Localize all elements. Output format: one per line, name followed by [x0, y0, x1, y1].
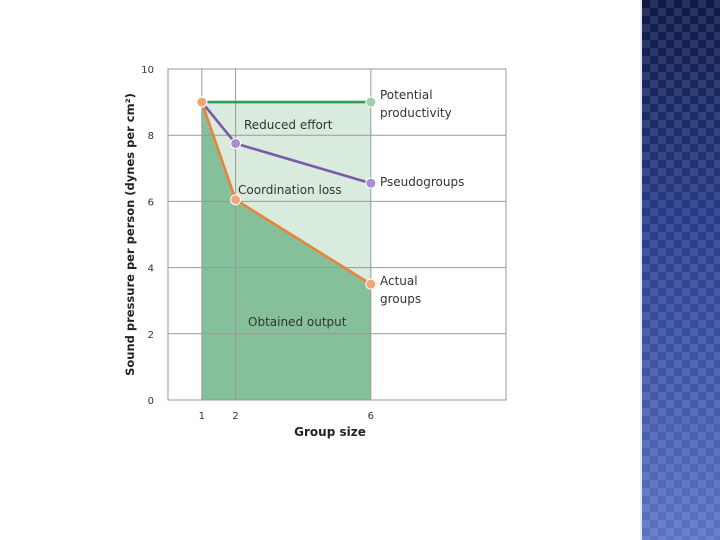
y-tick-label: 8	[148, 131, 154, 142]
obtained-output-region	[201, 102, 371, 400]
x-tick-label: 6	[368, 411, 374, 422]
y-tick-label: 4	[148, 264, 154, 275]
series-label: groups	[380, 292, 421, 306]
x-axis-label: Group size	[294, 425, 366, 439]
y-tick-label: 10	[141, 65, 154, 76]
y-tick-label: 6	[148, 197, 154, 208]
chart-regions	[201, 102, 371, 400]
chart-series	[196, 96, 377, 290]
loss-region	[201, 102, 371, 285]
actual-groups-point	[230, 194, 242, 206]
series-label: Actual	[380, 274, 418, 288]
y-tick-label: 2	[148, 330, 154, 341]
chart-grid	[167, 68, 507, 401]
potential-productivity-point	[365, 96, 377, 108]
actual-groups-point	[196, 96, 208, 108]
pseudogroups-point	[230, 137, 242, 149]
series-label: Potential	[380, 88, 433, 102]
decorative-side-panel	[640, 0, 720, 540]
series-label: productivity	[380, 106, 452, 120]
plot-frame	[167, 68, 507, 401]
region-label: Obtained output	[248, 315, 347, 329]
actual-groups-point	[365, 278, 377, 290]
x-tick-label: 2	[232, 411, 238, 422]
pseudogroups-point	[365, 177, 377, 189]
region-label: Coordination loss	[238, 183, 342, 197]
series-label: Pseudogroups	[380, 175, 464, 189]
region-label: Reduced effort	[244, 118, 333, 132]
y-axis-label: Sound pressure per person (dynes per cm²…	[123, 93, 137, 376]
x-tick-label: 1	[199, 411, 205, 422]
y-tick-label: 0	[148, 396, 154, 407]
